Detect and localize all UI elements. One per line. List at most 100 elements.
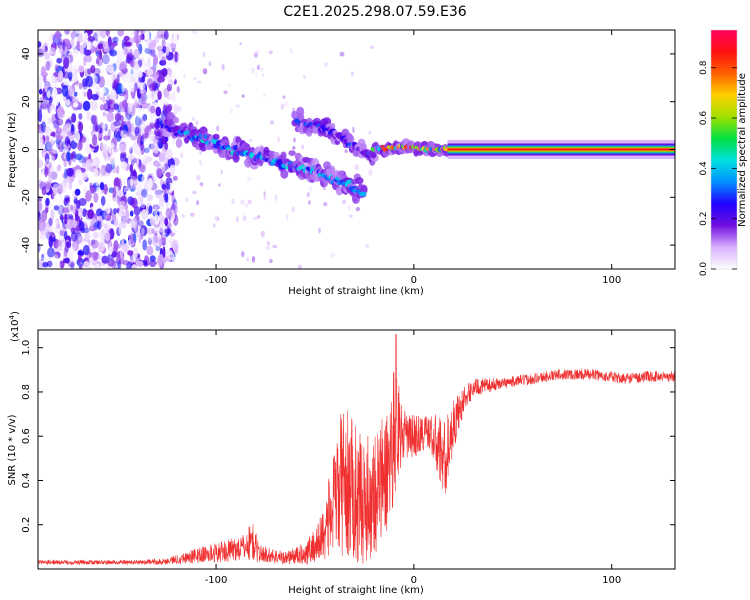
noise-blob [93, 168, 99, 178]
noise-blob [45, 207, 49, 214]
noise-blob [51, 33, 55, 42]
noise-blob [133, 34, 141, 44]
noise-blob [63, 80, 69, 87]
noise-blob [147, 237, 152, 246]
noise-blob [89, 225, 96, 232]
noise-blob [117, 189, 124, 198]
noise-blob [38, 259, 44, 269]
noise-blob [92, 74, 97, 80]
noise-speck [349, 214, 353, 218]
noise-blob [77, 32, 83, 44]
spectrogram-x-ticks: -100 0 100 [205, 30, 621, 286]
noise-speck [348, 204, 351, 211]
snr-x-tick-label: 100 [602, 575, 621, 586]
noise-blob [161, 68, 168, 77]
noise-blob [99, 182, 105, 191]
noise-blob [78, 236, 84, 244]
noise-blob [71, 37, 77, 44]
noise-blob [82, 244, 90, 256]
noise-blob [157, 90, 162, 101]
noise-blob [131, 197, 138, 209]
noise-blob [54, 64, 59, 72]
noise-blob [141, 227, 145, 236]
noise-blob [139, 195, 144, 204]
noise-speck [263, 93, 266, 97]
noise-blob [166, 83, 172, 92]
noise-blob [135, 196, 143, 207]
noise-blob [131, 217, 138, 229]
noise-blob [93, 74, 98, 85]
noise-blob [118, 222, 127, 230]
snr-multiplier: (x104) [8, 311, 21, 342]
noise-speck [324, 61, 328, 68]
noise-blob [81, 87, 85, 94]
noise-blob [102, 97, 106, 104]
noise-blob [132, 251, 138, 260]
noise-speck [252, 216, 258, 220]
noise-speck [192, 190, 197, 195]
noise-blob [140, 202, 146, 209]
noise-blob [116, 165, 120, 175]
noise-speck [257, 215, 261, 219]
noise-blob [48, 59, 53, 68]
noise-speck [199, 182, 204, 187]
noise-blob [121, 210, 125, 216]
noise-blob [83, 55, 87, 67]
noise-blob [70, 140, 78, 150]
noise-blob [133, 60, 139, 71]
noise-blob [64, 230, 68, 240]
noise-blob [38, 55, 44, 64]
spectrogram-y-ticks: -40 -20 0 20 40 [21, 48, 675, 253]
noise-blob [147, 48, 155, 56]
noise-speck [193, 77, 197, 80]
noise-blob [39, 138, 45, 151]
noise-blob [98, 76, 105, 88]
noise-blob [134, 250, 138, 257]
noise-blob [165, 46, 170, 56]
noise-blob [161, 56, 167, 66]
noise-blob [63, 71, 70, 79]
noise-blob [141, 92, 146, 105]
noise-blob [122, 243, 129, 253]
noise-blob [59, 260, 65, 269]
noise-blob [123, 90, 129, 102]
noise-blob [116, 35, 123, 43]
noise-blob [141, 174, 147, 186]
noise-speck [197, 80, 202, 84]
noise-speck [208, 61, 212, 67]
noise-blob [91, 239, 99, 249]
upper-branch-halo [346, 132, 353, 142]
noise-blob [106, 111, 114, 123]
noise-blob [50, 131, 56, 138]
noise-blob [105, 163, 113, 174]
noise-blob [97, 30, 102, 37]
noise-blob [45, 197, 50, 207]
colorbar-label: Normalized spectral amplitude [737, 73, 748, 227]
snr-frame [37, 329, 676, 570]
noise-blob [119, 61, 128, 70]
noise-blob [153, 54, 158, 66]
noise-blob [134, 143, 140, 154]
noise-blob [133, 48, 140, 59]
noise-blob [129, 164, 134, 174]
noise-blob [103, 143, 107, 149]
noise-blob [143, 147, 150, 154]
noise-blob [69, 246, 76, 255]
noise-blob [132, 168, 137, 180]
noise-blob [119, 94, 126, 102]
noise-blob [169, 165, 174, 177]
descending-branch-halo [280, 151, 287, 160]
noise-blob [136, 107, 144, 119]
noise-blob [146, 68, 154, 76]
noise-speck [183, 73, 186, 79]
noise-blob [77, 141, 83, 151]
noise-speck [280, 103, 285, 110]
noise-blob [92, 254, 98, 261]
noise-speck [303, 74, 306, 79]
noise-blob [38, 256, 45, 264]
noise-blob [138, 70, 143, 78]
noise-blob [174, 52, 179, 63]
noise-blob [52, 148, 60, 154]
noise-blob [157, 201, 165, 210]
noise-speck [256, 64, 260, 71]
